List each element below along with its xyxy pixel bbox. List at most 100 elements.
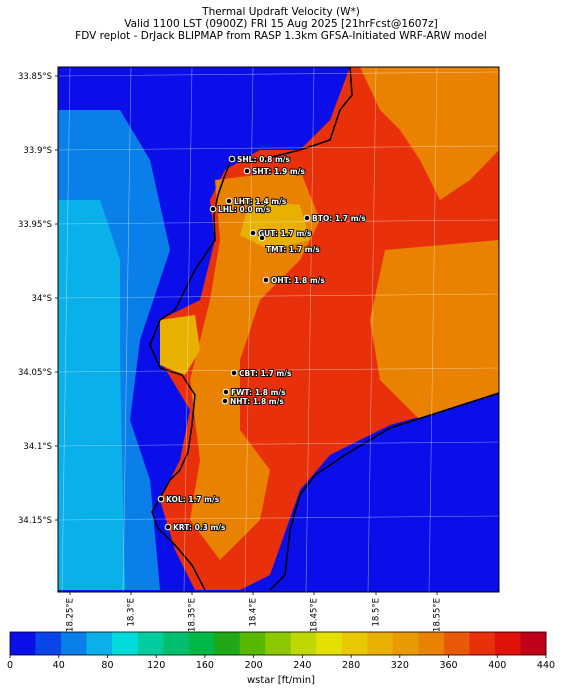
colorbar-segment <box>290 632 317 655</box>
lon-tick-label: 18.55°E <box>433 598 443 632</box>
colorbar-segment <box>418 632 445 655</box>
station-label: CBT: 1.7 m/s <box>239 369 292 378</box>
station-krt: KRT: 0.3 m/s <box>164 522 227 533</box>
title-line-1: Thermal Updraft Velocity (W*) <box>202 6 360 18</box>
land-warm-e <box>370 240 499 420</box>
lat-gridline <box>57 219 500 225</box>
colorbar-tick-label: 160 <box>196 660 214 671</box>
land-warm-peninsula <box>190 170 320 560</box>
colorbar-segment <box>265 632 292 655</box>
station-nht: NHT: 1.8 m/s <box>221 396 285 407</box>
station-label: LHT: 1.4 m/s <box>234 197 287 206</box>
lon-tick-label: 18.35°E <box>188 598 198 632</box>
lon-gridline <box>367 66 377 593</box>
station-label: FWT: 1.8 m/s <box>231 388 286 397</box>
colorbar-segment <box>392 632 419 655</box>
colorbar-tick-label: 120 <box>147 660 165 671</box>
colorbar-segment <box>443 632 470 655</box>
lat-tick-label: 34.1°S <box>23 442 52 452</box>
station-label: TMT: 1.7 m/s <box>266 245 320 254</box>
colorbar-frame <box>9 631 547 656</box>
station-bto: BTO: 1.7 m/s <box>303 213 367 224</box>
sea-near <box>58 200 125 590</box>
station-oht: OHT: 1.8 m/s <box>262 275 326 286</box>
station-dot <box>221 397 229 405</box>
colorbar-segment <box>163 632 190 655</box>
lat-tick-label: 34.05°S <box>18 368 52 378</box>
lat-gridline <box>57 293 500 299</box>
colorbar <box>9 631 547 656</box>
colorbar-tick-label: 320 <box>391 660 409 671</box>
lat-tick-label: 33.95°S <box>18 220 52 230</box>
plot-title: Thermal Updraft Velocity (W*) Valid 1100… <box>0 6 562 42</box>
lat-gridline <box>57 145 500 151</box>
land-mid-table <box>240 200 310 250</box>
colorbar-segment <box>316 632 343 655</box>
lon-gridline <box>305 66 315 593</box>
colorbar-segment <box>520 632 547 655</box>
colorbar-segment <box>469 632 496 655</box>
colorbar-segment <box>494 632 521 655</box>
colorbar-segment <box>10 632 37 655</box>
colorbar-segment <box>86 632 113 655</box>
land-mid-hout <box>160 315 200 375</box>
colorbar-tick-label: 360 <box>439 660 457 671</box>
map-frame <box>57 66 500 593</box>
graticule <box>57 66 500 593</box>
lat-tick-label: 34.15°S <box>18 516 52 526</box>
lat-tick-label: 33.9°S <box>23 146 52 156</box>
colorbar-tick-label: 40 <box>53 660 65 671</box>
station-label: LHL: 0.0 m/s <box>218 205 271 214</box>
colorbar-segment <box>341 632 368 655</box>
lat-gridline <box>57 71 500 77</box>
lat-gridline <box>57 515 500 521</box>
station-label: SHT: 1.9 m/s <box>252 167 305 176</box>
station-shl: SHL: 0.8 m/s <box>228 154 291 165</box>
lon-gridline <box>428 66 438 593</box>
colorbar-segment <box>61 632 88 655</box>
station-sht: SHT: 1.9 m/s <box>243 166 306 177</box>
colorbar-tick-label: 0 <box>7 660 13 671</box>
station-dot <box>157 495 165 503</box>
lon-tick-label: 18.4°E <box>249 598 259 627</box>
station-dot <box>222 388 230 396</box>
station-label: NHT: 1.8 m/s <box>230 397 284 406</box>
station-kol: KOL: 1.7 m/s <box>157 494 221 505</box>
station-dot <box>249 229 257 237</box>
station-dot <box>228 155 236 163</box>
wstar-field <box>58 67 499 592</box>
station-label: GUT: 1.7 m/s <box>258 229 312 238</box>
station-dot <box>258 234 266 242</box>
lon-tick-label: 18.3°E <box>127 598 137 627</box>
station-lhl: LHL: 0.0 m/s <box>209 204 272 215</box>
lon-tick-label: 18.5°E <box>372 598 382 627</box>
station-label: KRT: 0.3 m/s <box>173 523 226 532</box>
station-tmt: TMT: 1.7 m/s <box>258 234 321 255</box>
lon-gridline <box>244 66 254 593</box>
colorbar-segment <box>35 632 62 655</box>
station-dot <box>164 523 172 531</box>
station-dot <box>225 197 233 205</box>
station-dot <box>303 214 311 222</box>
colorbar-segment <box>239 632 266 655</box>
colorbar-label: wstar [ft/min] <box>246 675 316 686</box>
colorbar-tick-label: 200 <box>245 660 263 671</box>
title-line-2: Valid 1100 LST (0900Z) FRI 15 Aug 2025 [… <box>124 18 438 30</box>
station-dot <box>262 276 270 284</box>
lat-gridline <box>57 441 500 447</box>
lon-gridline <box>183 66 193 593</box>
station-gut: GUT: 1.7 m/s <box>249 228 313 239</box>
colorbar-segment <box>214 632 241 655</box>
title-line-3: FDV replot - DrJack BLIPMAP from RASP 1.… <box>75 30 487 42</box>
colorbar-segment <box>188 632 215 655</box>
station-dot <box>209 205 217 213</box>
station-label: KOL: 1.7 m/s <box>166 495 220 504</box>
station-label: BTO: 1.7 m/s <box>312 214 366 223</box>
colorbar-tick-label: 400 <box>488 660 506 671</box>
station-markers: SHL: 0.8 m/s SHT: 1.9 m/s LHT: 1.4 m/sLHL:… <box>157 154 367 533</box>
colorbar-tick-label: 440 <box>537 660 555 671</box>
station-label: SHL: 0.8 m/s <box>237 155 291 164</box>
station-lht: LHT: 1.4 m/s <box>225 196 288 207</box>
station-cbt: CBT: 1.7 m/s <box>230 368 293 379</box>
colorbar-tick-label: 240 <box>293 660 311 671</box>
